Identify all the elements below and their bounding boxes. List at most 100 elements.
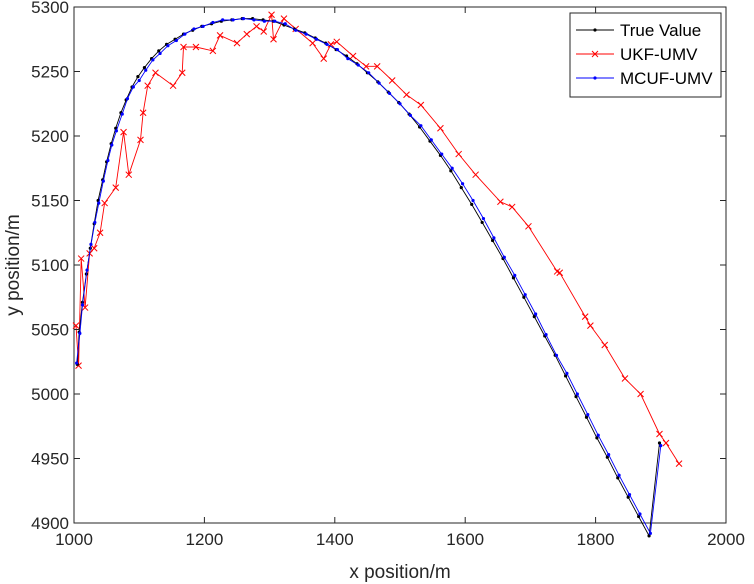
true-value-point bbox=[157, 49, 161, 53]
ukf-umv-point bbox=[101, 199, 108, 207]
mcuf-umv-point bbox=[262, 19, 266, 23]
true-value-point bbox=[564, 374, 568, 378]
true-value-point bbox=[136, 75, 140, 79]
ukf-umv-point bbox=[270, 35, 277, 43]
ukf-umv-point bbox=[125, 171, 133, 179]
mcuf-umv-point bbox=[85, 268, 89, 272]
mcuf-umv-point bbox=[101, 179, 105, 183]
y-axis-label: y position/m bbox=[3, 214, 24, 315]
mcuf-umv-point bbox=[481, 216, 486, 221]
y-tick-label: 4950 bbox=[31, 450, 69, 469]
mcuf-umv-point bbox=[78, 331, 82, 335]
y-tick-label: 5300 bbox=[31, 0, 69, 17]
mcuf-umv-point bbox=[183, 32, 187, 36]
mcuf-umv-point bbox=[131, 85, 135, 89]
mcuf-umv-point bbox=[283, 22, 287, 26]
mcuf-umv-point bbox=[627, 493, 632, 497]
true-value-point bbox=[449, 169, 453, 173]
ukf-umv-point bbox=[169, 82, 177, 90]
legend: True Value UKF-UMV MCUF-UMV bbox=[569, 12, 722, 98]
mcuf-umv-point bbox=[440, 152, 444, 156]
y-tick-label: 4900 bbox=[31, 514, 69, 533]
ukf-umv-point bbox=[112, 184, 120, 191]
true-value-point bbox=[532, 315, 536, 319]
x-tick-label: 1800 bbox=[577, 530, 615, 549]
ukf-umv-point bbox=[455, 150, 463, 158]
mcuf-umv-point bbox=[659, 444, 663, 448]
ukf-umv-point bbox=[417, 101, 425, 109]
ukf-umv-point bbox=[556, 269, 564, 277]
ukf-umv-point bbox=[233, 39, 241, 47]
legend-item-ukf-umv: UKF-UMV bbox=[576, 45, 698, 64]
mcuf-umv-point bbox=[356, 63, 360, 67]
ukf-umv-point bbox=[180, 43, 187, 51]
true-value-point bbox=[616, 476, 620, 480]
mcuf-umv-point bbox=[387, 91, 392, 96]
ukf-umv-point bbox=[621, 375, 629, 382]
ukf-umv-point bbox=[72, 322, 80, 329]
true-value-point bbox=[626, 495, 630, 499]
ukf-umv-point bbox=[268, 11, 275, 19]
ukf-umv-point bbox=[280, 15, 288, 22]
mcuf-umv-point bbox=[367, 71, 371, 75]
mcuf-umv-point bbox=[492, 236, 496, 240]
legend-label: UKF-UMV bbox=[620, 45, 698, 64]
ukf-umv-point bbox=[137, 136, 144, 144]
mcuf-umv-point bbox=[471, 198, 475, 203]
mcuf-umv-point bbox=[575, 392, 579, 396]
ukf-umv-point bbox=[243, 30, 251, 38]
mcuf-umv-point bbox=[398, 102, 402, 106]
x-tick-label: 1600 bbox=[446, 530, 484, 549]
ukf-umv-point bbox=[320, 55, 328, 62]
series-mcuf-umv bbox=[75, 17, 663, 535]
mcuf-umv-point bbox=[174, 38, 178, 43]
y-tick-label: 5050 bbox=[31, 321, 69, 340]
mcuf-umv-point bbox=[450, 166, 454, 170]
ukf-umv-point bbox=[675, 460, 683, 468]
mcuf-umv-point bbox=[93, 220, 97, 225]
ukf-umv-point bbox=[327, 41, 335, 48]
true-value-point bbox=[595, 436, 599, 440]
ukf-umv-point bbox=[637, 390, 644, 398]
mcuf-umv-point bbox=[638, 512, 642, 516]
ukf-umv-point bbox=[77, 255, 85, 262]
mcuf-umv-point bbox=[144, 68, 148, 72]
mcuf-umv-point bbox=[544, 333, 548, 337]
ukf-umv-point bbox=[497, 198, 504, 206]
ukf-umv-point bbox=[656, 430, 663, 438]
mcuf-umv-point bbox=[596, 433, 600, 437]
x-tick-label: 2000 bbox=[707, 530, 745, 549]
mcuf-umv-point bbox=[221, 18, 225, 22]
legend-mcuf-umv-point bbox=[593, 76, 597, 80]
mcuf-umv-point bbox=[166, 44, 170, 48]
true-value-point bbox=[522, 295, 526, 299]
mcuf-umv-point bbox=[346, 57, 350, 61]
ukf-umv-point bbox=[373, 62, 381, 70]
mcuf-umv-point bbox=[252, 18, 256, 22]
ukf-umv-point bbox=[120, 128, 127, 136]
legend-true-value-point bbox=[593, 28, 597, 32]
true-value-point bbox=[574, 394, 578, 399]
legend-ukf-umv-point bbox=[591, 50, 599, 58]
true-value-point bbox=[584, 415, 589, 419]
mcuf-umv-point bbox=[502, 255, 506, 259]
ukf-umv-point bbox=[209, 47, 217, 55]
y-tick-label: 5150 bbox=[31, 192, 69, 211]
y-tick-label: 5250 bbox=[31, 63, 69, 82]
ukf-umv-point bbox=[587, 322, 594, 329]
mcuf-umv-point bbox=[335, 47, 340, 52]
true-value-point bbox=[637, 514, 641, 519]
ukf-umv-point bbox=[144, 82, 152, 90]
mcuf-umv-point bbox=[377, 81, 381, 85]
mcuf-umv-point bbox=[648, 531, 652, 535]
ukf-umv-point bbox=[90, 244, 98, 252]
true-value-point bbox=[480, 220, 484, 225]
mcuf-umv-point bbox=[120, 112, 124, 116]
x-tick-label: 1400 bbox=[316, 530, 354, 549]
ukf-umv-point bbox=[662, 439, 670, 447]
ukf-umv-point bbox=[437, 124, 444, 132]
legend-item-true-value: True Value bbox=[576, 21, 701, 40]
ukf-umv-point bbox=[178, 69, 186, 77]
mcuf-umv-point bbox=[114, 129, 118, 133]
mcuf-umv-point bbox=[106, 158, 110, 163]
